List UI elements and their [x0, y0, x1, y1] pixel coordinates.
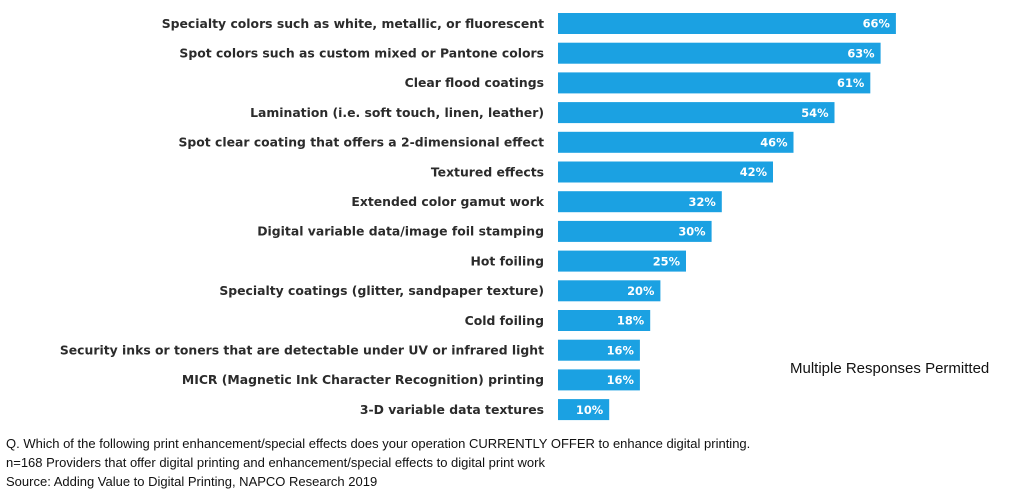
footer-sample-size: n=168 Providers that offer digital print…: [6, 455, 545, 470]
bar: [558, 191, 722, 213]
category-label: Textured effects: [431, 164, 544, 179]
category-label: MICR (Magnetic Ink Character Recognition…: [182, 372, 544, 387]
footer-question: Q. Which of the following print enhancem…: [6, 436, 751, 451]
category-label: Security inks or toners that are detecta…: [60, 343, 544, 358]
bar: [558, 161, 773, 183]
value-label: 16%: [607, 373, 635, 387]
bar-row: Clear flood coatings 61%: [405, 72, 871, 94]
bar: [558, 280, 661, 302]
category-label: Extended color gamut work: [351, 194, 544, 209]
bars-layer: Specialty colors such as white, metallic…: [60, 13, 896, 421]
value-label: 54%: [801, 106, 829, 120]
category-label: Specialty colors such as white, metallic…: [162, 16, 544, 31]
category-label: Spot clear coating that offers a 2-dimen…: [179, 135, 545, 150]
value-label: 25%: [653, 254, 681, 268]
value-label: 20%: [627, 284, 655, 298]
multiple-responses-note: Multiple Responses Permitted: [790, 360, 990, 377]
bar-row: Specialty coatings (glitter, sandpaper t…: [219, 280, 661, 302]
category-label: Cold foiling: [465, 313, 544, 328]
bar: [558, 102, 835, 124]
bar-row: Cold foiling 18%: [465, 310, 651, 331]
bar-row: Specialty colors such as white, metallic…: [162, 13, 896, 34]
category-label: 3-D variable data textures: [360, 402, 544, 417]
bar: [558, 250, 686, 272]
value-label: 10%: [576, 403, 604, 417]
footer-source: Source: Adding Value to Digital Printing…: [6, 474, 378, 489]
bar: [558, 220, 712, 242]
value-label: 32%: [689, 195, 717, 209]
value-label: 46%: [760, 136, 788, 150]
value-label: 61%: [837, 76, 865, 90]
value-label: 66%: [863, 17, 891, 31]
bar: [558, 369, 640, 391]
bar-row: Textured effects 42%: [431, 161, 773, 183]
bar: [558, 399, 610, 421]
bar-row: Lamination (i.e. soft touch, linen, leat…: [250, 102, 835, 124]
value-label: 42%: [740, 165, 768, 179]
bar-row: Digital variable data/image foil stampin…: [257, 220, 712, 242]
category-label: Clear flood coatings: [405, 75, 544, 90]
bar-row: 3-D variable data textures 10%: [360, 399, 610, 421]
category-label: Lamination (i.e. soft touch, linen, leat…: [250, 105, 544, 120]
category-label: Spot colors such as custom mixed or Pant…: [179, 46, 544, 61]
bar-row: Spot colors such as custom mixed or Pant…: [179, 42, 881, 64]
category-label: Specialty coatings (glitter, sandpaper t…: [219, 283, 544, 298]
bar: [558, 42, 881, 64]
value-label: 18%: [617, 314, 645, 328]
value-label: 30%: [678, 225, 706, 239]
value-label: 63%: [847, 46, 875, 60]
category-label: Hot foiling: [471, 253, 544, 268]
value-label: 16%: [607, 343, 635, 357]
bar-row: MICR (Magnetic Ink Character Recognition…: [182, 369, 640, 391]
bar: [558, 131, 794, 153]
bar-row: Extended color gamut work 32%: [351, 191, 722, 213]
bar: [558, 339, 640, 361]
bar: [558, 310, 651, 331]
bar-row: Spot clear coating that offers a 2-dimen…: [179, 131, 794, 153]
bar-row: Hot foiling 25%: [471, 250, 686, 272]
bar-row: Security inks or toners that are detecta…: [60, 339, 640, 361]
bar: [558, 72, 871, 94]
category-label: Digital variable data/image foil stampin…: [257, 224, 544, 239]
bar: [558, 13, 896, 34]
